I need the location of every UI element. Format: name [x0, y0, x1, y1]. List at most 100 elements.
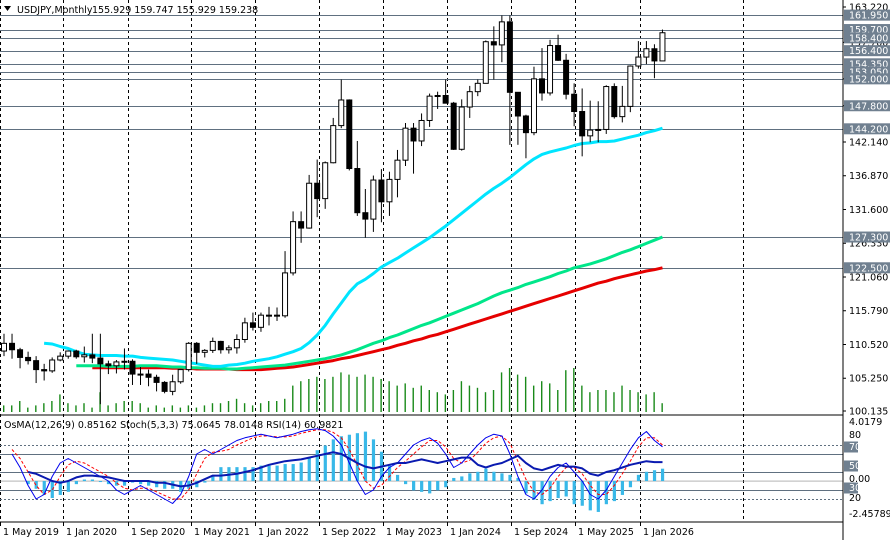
- collapse-triangle-icon[interactable]: [4, 6, 11, 11]
- candle: [129, 359, 136, 385]
- osma-bar: [26, 481, 30, 485]
- volume-bar: [187, 405, 190, 412]
- volume-bar: [107, 405, 109, 412]
- volume-bar: [203, 405, 206, 412]
- candles: [1, 15, 666, 405]
- candle-body: [434, 95, 441, 98]
- osma-bar: [612, 481, 616, 502]
- candle-body: [627, 65, 634, 107]
- volume-bar: [356, 376, 358, 412]
- volume-bar: [300, 381, 302, 412]
- level-tag-label: 158.400: [849, 33, 888, 44]
- volume-bar: [661, 403, 663, 412]
- candle-body: [49, 359, 56, 372]
- time-axis-label: 1 May 2019: [3, 527, 59, 538]
- candle: [442, 79, 449, 104]
- indicator-axis-label: -2.45789: [849, 509, 890, 520]
- osma-bar: [588, 481, 592, 511]
- volume-bar: [219, 403, 222, 412]
- volume-bar: [613, 392, 615, 412]
- candle-body: [89, 354, 96, 359]
- candle-body: [209, 340, 216, 351]
- candle-body: [362, 212, 369, 220]
- volume-bar: [468, 385, 471, 412]
- candle: [627, 65, 634, 113]
- candle: [137, 367, 144, 385]
- candle: [619, 85, 626, 123]
- candle-body: [522, 115, 529, 134]
- candle: [555, 34, 562, 61]
- candle-body: [579, 111, 586, 137]
- osma-bar: [492, 471, 496, 482]
- time-axis-label: 1 Jan 2022: [258, 527, 309, 538]
- level-tag: [844, 32, 890, 44]
- candle-body: [169, 381, 176, 392]
- candle: [97, 333, 104, 405]
- candle-body: [418, 119, 425, 142]
- candle: [595, 101, 602, 143]
- osma-bar: [444, 481, 448, 488]
- candle-body: [498, 21, 505, 46]
- time-axis-label: 1 Sep 2024: [514, 527, 568, 538]
- volume-bar: [171, 405, 174, 412]
- candle: [1, 333, 7, 357]
- osma-bar: [404, 481, 408, 485]
- candle-body: [555, 45, 562, 61]
- candle-body: [547, 45, 554, 94]
- volume-bar: [243, 403, 246, 412]
- indicator-axis-label: 20: [849, 493, 861, 504]
- candle: [322, 161, 329, 209]
- time-axis-label: 1 May 2023: [386, 527, 442, 538]
- volume-bar: [653, 392, 655, 412]
- volume-bar: [420, 385, 422, 412]
- osma-bar: [307, 457, 311, 482]
- candle: [290, 211, 297, 276]
- volume-bar: [549, 383, 551, 412]
- volume-bar: [292, 385, 294, 412]
- candle: [514, 91, 521, 145]
- volume-bar: [484, 392, 487, 412]
- osma-bar: [74, 481, 78, 485]
- candle-body: [41, 369, 48, 372]
- candle-body: [298, 221, 305, 229]
- candle: [17, 347, 24, 369]
- volume-bar: [75, 405, 77, 412]
- osma-bar: [139, 481, 143, 485]
- candle: [249, 312, 256, 331]
- volume-bar: [629, 390, 631, 412]
- candle: [490, 26, 497, 80]
- osma-bar: [460, 476, 464, 482]
- candle: [145, 369, 152, 387]
- candle-body: [426, 95, 433, 121]
- candle-body: [145, 373, 152, 378]
- stoch-main-line: [11, 428, 663, 504]
- volume-bar: [589, 392, 591, 412]
- candle: [643, 41, 650, 65]
- osma-bar: [468, 473, 472, 482]
- volume-bar: [541, 381, 543, 412]
- volume-bar: [605, 390, 607, 412]
- volume-bar: [267, 401, 270, 412]
- volume-bar: [428, 390, 430, 412]
- candle-body: [394, 159, 401, 180]
- candle-body: [97, 357, 104, 365]
- candle: [209, 337, 216, 353]
- volume-bar: [43, 403, 45, 412]
- candle-body: [330, 125, 337, 164]
- candle-body: [354, 168, 361, 214]
- candle: [177, 369, 184, 384]
- volume-bar: [163, 407, 165, 412]
- candle-body: [274, 314, 281, 317]
- candle-body: [322, 162, 329, 200]
- level-tag: [844, 231, 890, 243]
- time-axis-label: 1 Sep 2020: [131, 527, 185, 538]
- price-axis-label: 121.060: [849, 272, 888, 283]
- candle-body: [587, 129, 594, 137]
- candle-body: [25, 356, 32, 362]
- candle-body: [17, 349, 24, 358]
- volume-bar: [195, 407, 198, 412]
- candle-body: [33, 360, 40, 371]
- candle: [257, 312, 264, 332]
- candle-body: [370, 179, 377, 220]
